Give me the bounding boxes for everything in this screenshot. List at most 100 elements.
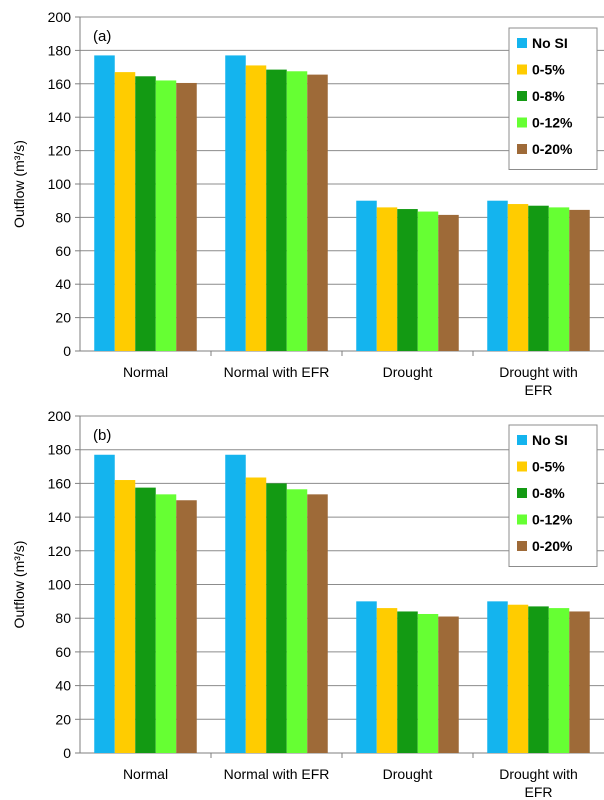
x-category-label: Drought bbox=[383, 766, 433, 782]
bar-0-20- bbox=[307, 494, 328, 753]
legend-swatch bbox=[517, 91, 527, 101]
bar-0-5- bbox=[376, 207, 398, 351]
legend-entry-label: 0-8% bbox=[532, 485, 565, 501]
legend-entry-label: 0-20% bbox=[532, 538, 573, 554]
bar-0-12- bbox=[286, 71, 308, 352]
y-tick-label: 60 bbox=[55, 243, 71, 259]
bar-0-8- bbox=[528, 606, 549, 753]
bar-0-8- bbox=[266, 69, 287, 351]
bar-0-12- bbox=[548, 608, 570, 753]
legend-entry-label: 0-12% bbox=[532, 115, 573, 131]
bar-0-8- bbox=[135, 487, 156, 753]
y-tick-label: 200 bbox=[48, 9, 72, 25]
bar-0-5- bbox=[245, 477, 267, 753]
x-category-label: Drought with bbox=[499, 766, 578, 782]
y-tick-label: 120 bbox=[48, 143, 72, 159]
x-category-label: Normal with EFR bbox=[224, 766, 330, 782]
legend-entry-label: 0-8% bbox=[532, 88, 565, 104]
legend-swatch bbox=[517, 435, 527, 445]
bar-0-8- bbox=[528, 205, 549, 351]
y-tick-label: 80 bbox=[55, 610, 71, 626]
x-category-label: Normal with EFR bbox=[224, 364, 330, 380]
bar-no-si bbox=[225, 55, 246, 351]
y-tick-label: 0 bbox=[63, 745, 71, 761]
bar-0-20- bbox=[176, 82, 197, 351]
bar-0-20- bbox=[176, 500, 197, 753]
bar-0-12- bbox=[548, 207, 570, 351]
bar-no-si bbox=[487, 200, 508, 351]
chart-panel-a: 0 20 40 60 80 100 120 140 160 180 200 Outflow (m³/s… bbox=[11, 9, 604, 395]
bar-0-8- bbox=[266, 483, 287, 753]
y-tick-label: 180 bbox=[48, 442, 72, 458]
bar-0-12- bbox=[155, 80, 177, 352]
bars bbox=[94, 55, 590, 352]
x-category-label: Normal bbox=[123, 766, 168, 782]
legend-swatch bbox=[517, 514, 527, 525]
x-category-label: Drought with bbox=[499, 364, 578, 380]
y-axis-label: Outflow (m³/s) bbox=[11, 541, 27, 629]
y-tick-label: 20 bbox=[55, 310, 71, 326]
bar-0-8- bbox=[397, 209, 418, 351]
legend: No SI 0-5% 0-8% 0-12% 0-20% bbox=[508, 424, 598, 567]
bar-0-8- bbox=[135, 76, 156, 351]
bar-0-12- bbox=[417, 211, 439, 351]
y-tick-label: 160 bbox=[48, 475, 72, 491]
bars bbox=[94, 454, 590, 753]
y-tick-label: 120 bbox=[48, 543, 72, 559]
y-tick-label: 200 bbox=[48, 408, 72, 424]
legend-swatch bbox=[517, 488, 527, 498]
bar-0-8- bbox=[397, 611, 418, 753]
y-tick-label: 80 bbox=[55, 209, 71, 225]
y-tick-label: 60 bbox=[55, 644, 71, 660]
bar-no-si bbox=[94, 55, 115, 351]
bar-no-si bbox=[225, 454, 246, 753]
y-axis-label: Outflow (m³/s) bbox=[11, 140, 27, 228]
legend-swatch bbox=[517, 117, 527, 128]
bar-0-20- bbox=[569, 209, 590, 351]
legend-entry-label: 0-20% bbox=[532, 141, 573, 157]
bar-no-si bbox=[356, 601, 377, 753]
x-category-label: EFR bbox=[525, 382, 553, 395]
y-tick-label: 140 bbox=[48, 509, 72, 525]
legend-entry-label: 0-12% bbox=[532, 512, 573, 528]
bar-0-20- bbox=[438, 214, 459, 351]
x-category-label: Normal bbox=[123, 364, 168, 380]
legend-swatch bbox=[517, 461, 527, 472]
y-tick-label: 20 bbox=[55, 711, 71, 727]
y-tick-label: 100 bbox=[48, 577, 72, 593]
panel-label: (b) bbox=[93, 427, 111, 444]
bar-0-5- bbox=[507, 604, 529, 753]
bar-no-si bbox=[356, 200, 377, 351]
legend-entry-label: No SI bbox=[532, 432, 568, 448]
y-tick-label: 0 bbox=[63, 343, 71, 359]
bar-0-20- bbox=[569, 611, 590, 753]
bar-0-5- bbox=[114, 480, 136, 753]
bar-0-12- bbox=[155, 494, 177, 753]
y-tick-label: 140 bbox=[48, 109, 72, 125]
legend-entry-label: No SI bbox=[532, 35, 568, 51]
bar-0-5- bbox=[245, 65, 267, 352]
bar-0-12- bbox=[417, 613, 439, 753]
bar-no-si bbox=[94, 454, 115, 753]
x-category-label: Drought bbox=[383, 364, 433, 380]
legend-entry-label: 0-5% bbox=[532, 62, 565, 78]
chart-panel-b: 0 20 40 60 80 100 120 140 160 180 200 Outflow (m³/s… bbox=[11, 408, 604, 800]
legend-swatch bbox=[517, 38, 527, 48]
bar-0-5- bbox=[507, 204, 529, 351]
bar-no-si bbox=[487, 601, 508, 753]
bar-0-5- bbox=[114, 72, 136, 352]
legend-entry-label: 0-5% bbox=[532, 459, 565, 475]
x-category-label: EFR bbox=[525, 784, 553, 800]
bar-0-20- bbox=[307, 74, 328, 352]
panel-label: (a) bbox=[93, 28, 111, 45]
legend-swatch bbox=[517, 144, 527, 154]
y-tick-label: 180 bbox=[48, 42, 72, 58]
y-tick-label: 40 bbox=[55, 678, 71, 694]
legend-swatch bbox=[517, 64, 527, 75]
bar-0-12- bbox=[286, 489, 308, 753]
bar-0-5- bbox=[376, 608, 398, 753]
legend-swatch bbox=[517, 541, 527, 551]
bar-0-20- bbox=[438, 616, 459, 753]
y-tick-label: 100 bbox=[48, 176, 72, 192]
